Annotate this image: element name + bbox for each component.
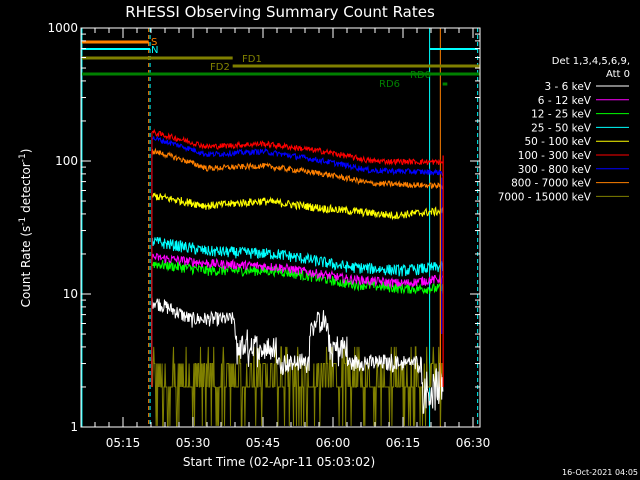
series-line bbox=[151, 192, 444, 221]
series-line bbox=[151, 294, 444, 414]
legend-label: 6 - 12 keV bbox=[538, 95, 592, 107]
y-tick-label: 1 bbox=[70, 420, 78, 434]
plot-frame bbox=[80, 27, 481, 428]
series-line bbox=[151, 346, 444, 427]
legend-label: 300 - 800 keV bbox=[518, 164, 592, 176]
series-line bbox=[151, 236, 444, 277]
x-tick-label: 06:15 bbox=[386, 436, 421, 450]
flag-label: FD2 bbox=[210, 62, 230, 73]
flag-label: N bbox=[151, 45, 158, 56]
chart-title: RHESSI Observing Summary Count Rates bbox=[125, 3, 435, 21]
flag-label: FD1 bbox=[242, 54, 262, 65]
legend-header-line2: Att 0 bbox=[606, 69, 630, 80]
x-axis-label: Start Time (02-Apr-11 05:03:02) bbox=[183, 455, 375, 469]
legend-label: 3 - 6 keV bbox=[544, 81, 591, 93]
x-tick-label: 05:30 bbox=[176, 436, 211, 450]
legend: Det 1,3,4,5,6,9, Att 0 3 - 6 keV 6 - 12 k… bbox=[498, 56, 630, 203]
flag-label: S bbox=[151, 37, 157, 48]
y-axis-label: Count Rate (s-1 detector-1) bbox=[18, 149, 33, 308]
legend-label: 7000 - 15000 keV bbox=[498, 191, 592, 203]
series-line bbox=[151, 128, 444, 166]
footer-date: 16-Oct-2021 04:05 bbox=[562, 468, 638, 477]
series-line bbox=[151, 147, 444, 190]
x-tick-label: 06:30 bbox=[456, 436, 491, 450]
legend-header-line1: Det 1,3,4,5,6,9, bbox=[552, 56, 630, 67]
legend-label: 50 - 100 keV bbox=[524, 136, 591, 148]
legend-label: 100 - 300 keV bbox=[518, 150, 592, 162]
legend-label: 12 - 25 keV bbox=[531, 109, 592, 121]
series-line bbox=[151, 252, 444, 289]
x-tick-label: 06:00 bbox=[316, 436, 351, 450]
series-line bbox=[151, 135, 444, 177]
legend-label: 800 - 7000 keV bbox=[511, 178, 592, 190]
flag-label: RD0 bbox=[410, 70, 431, 81]
series-line bbox=[151, 260, 444, 295]
y-tick-label: 1000 bbox=[47, 21, 78, 35]
y-tick-label: 10 bbox=[63, 287, 78, 301]
legend-label: 25 - 50 keV bbox=[531, 122, 592, 134]
plot-area: SN FD1 FD2 RD0 RD6 bbox=[81, 28, 480, 427]
x-tick-label: 05:15 bbox=[106, 436, 141, 450]
flag-label: RD6 bbox=[379, 79, 400, 90]
y-tick-label: 100 bbox=[55, 154, 78, 168]
x-tick-label: 05:45 bbox=[246, 436, 281, 450]
axes: 1 10 100 1000 05:15 05:30 05:45 06:00 06:15 06:30 bbox=[47, 21, 490, 450]
